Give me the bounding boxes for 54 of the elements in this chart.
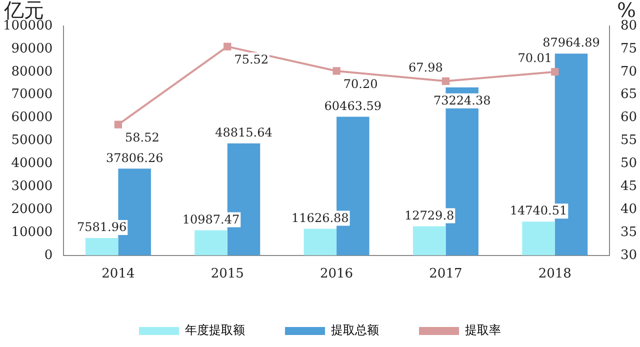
data-label: 37806.26 — [106, 150, 164, 165]
y2-tick-label: 35 — [620, 224, 638, 240]
y-tick-label: 90000 — [11, 41, 53, 56]
data-label: 10987.47 — [182, 212, 240, 226]
data-label: 87964.89 — [542, 36, 600, 50]
y2-tick-label: 50 — [620, 156, 638, 172]
y-tick-label: 10000 — [11, 224, 53, 240]
point — [442, 77, 450, 85]
x-tick-label: 2015 — [210, 266, 244, 282]
bar — [412, 226, 446, 256]
bar — [522, 222, 555, 256]
data-label: 75.52 — [234, 52, 269, 67]
y-tick-label: 0 — [44, 248, 53, 263]
data-label: 48815.64 — [215, 126, 273, 140]
y2-tick-label: 65 — [620, 87, 638, 102]
data-label: 60463.59 — [324, 98, 382, 113]
bar — [194, 230, 228, 256]
x-tick-label: 2017 — [429, 266, 462, 282]
y-tick-label: 80000 — [11, 64, 53, 80]
y-tick-label: 40000 — [11, 156, 53, 172]
y-tick-label: 70000 — [11, 87, 53, 102]
bar — [304, 228, 337, 256]
y2-tick-label: 55 — [620, 133, 638, 148]
data-label: 70.20 — [343, 77, 378, 92]
y2-tick-label: 60 — [620, 110, 638, 126]
data-label: 12729.8 — [404, 208, 454, 222]
point — [551, 68, 559, 76]
legend-label: 提取总额 — [331, 323, 379, 338]
y2-tick-label: 40 — [620, 202, 638, 217]
x-tick-label: 2016 — [320, 266, 354, 282]
bar — [85, 238, 118, 256]
point — [224, 42, 232, 50]
data-label: 11626.88 — [292, 210, 349, 225]
x-tick-label: 2018 — [538, 266, 572, 282]
y2-tick-label: 75 — [620, 41, 638, 56]
y-tick-label: 60000 — [11, 110, 53, 126]
point — [114, 120, 122, 128]
y-tick-label: 100000 — [2, 18, 53, 34]
legend-label: 年度提取额 — [185, 323, 245, 338]
data-label: 70.01 — [518, 50, 552, 65]
legend-label: 提取率 — [465, 323, 501, 338]
data-label: 73224.38 — [433, 94, 491, 108]
y2-tick-label: 70 — [620, 64, 638, 80]
y2-tick-label: 45 — [620, 178, 638, 194]
x-tick-label: 2014 — [102, 266, 135, 282]
y-tick-label: 30000 — [11, 178, 53, 194]
data-label: 67.98 — [408, 60, 443, 74]
data-label: 14740.51 — [510, 204, 568, 218]
y-tick-label: 20000 — [11, 202, 53, 217]
y-tick-label: 50000 — [11, 133, 53, 148]
data-label: 7581.96 — [77, 220, 127, 234]
data-label: 58.52 — [125, 130, 160, 145]
y2-tick-label: 30 — [620, 248, 638, 263]
point — [332, 67, 340, 75]
